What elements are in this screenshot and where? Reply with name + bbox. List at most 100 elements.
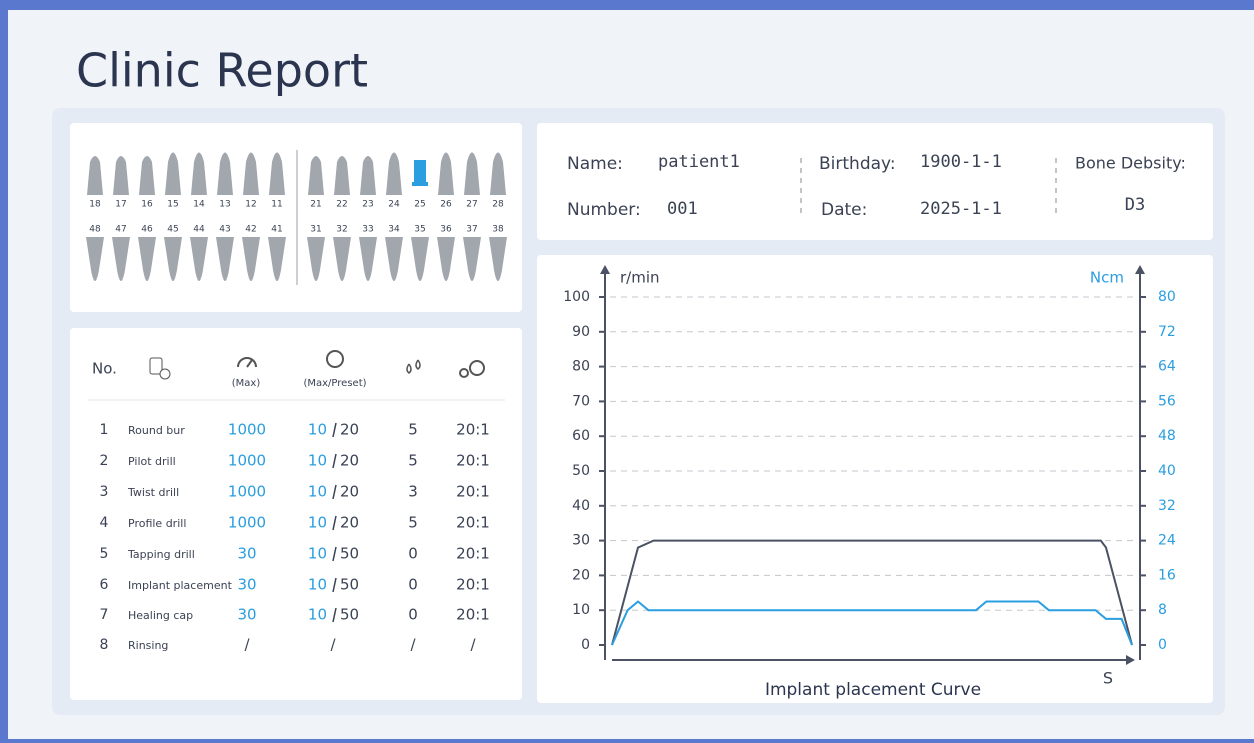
tooth-number: 26: [440, 200, 452, 210]
row-torque-max: 10: [308, 576, 327, 594]
y-tick-label: 80: [572, 359, 590, 375]
implant-base: [412, 182, 428, 186]
screen: Clinic Report Name: patient1 Number: 001…: [0, 0, 1254, 739]
tooth-number: 31: [310, 225, 321, 235]
tooth-number: 36: [440, 225, 452, 235]
tooth-number: 42: [245, 225, 256, 235]
row-speed: 1000: [228, 421, 266, 439]
row-torque-max: 10: [308, 545, 327, 563]
y2-tick-label: 80: [1158, 289, 1176, 305]
tooth-number: 35: [414, 225, 425, 235]
row-name: Profile drill: [128, 517, 186, 530]
value: D3: [1125, 195, 1145, 215]
tooth-number: 24: [388, 200, 400, 210]
row-ratio: 20:1: [456, 576, 490, 594]
y-axis-label: r/min: [620, 269, 660, 287]
chart-title: Implant placement Curve: [765, 680, 981, 700]
row-no: 1: [100, 422, 109, 438]
y-tick-label: 20: [572, 567, 590, 583]
page-title: Clinic Report: [76, 44, 368, 98]
row-name: Tapping drill: [127, 548, 195, 561]
tooth-number: 43: [219, 225, 230, 235]
label: Name:: [567, 154, 623, 174]
row-torque-preset: 20: [340, 421, 359, 439]
tooth-number: 32: [336, 225, 347, 235]
tooth-number: 37: [466, 225, 477, 235]
y2-tick-label: 48: [1158, 428, 1176, 444]
row-no: 5: [100, 546, 109, 562]
implant: [414, 160, 426, 182]
value: 2025-1-1: [920, 199, 1002, 219]
y-tick-label: 100: [563, 289, 590, 305]
row-water: 3: [408, 483, 418, 501]
row-speed: 30: [237, 545, 256, 563]
row-torque-max: 10: [308, 483, 327, 501]
y2-tick-label: 8: [1158, 602, 1167, 618]
row-speed: 1000: [228, 452, 266, 470]
y2-tick-label: 16: [1158, 567, 1176, 583]
tooth-number: 18: [89, 200, 101, 210]
tooth-number: 21: [310, 200, 321, 210]
row-ratio: 20:1: [456, 421, 490, 439]
tooth-number: 23: [362, 200, 373, 210]
header: (Max/Preset): [303, 378, 366, 389]
label: Date:: [821, 200, 867, 220]
tooth-number: 28: [492, 200, 504, 210]
row-torque-preset: 50: [340, 545, 359, 563]
label: Number:: [567, 200, 641, 220]
y2-tick-label: 56: [1158, 393, 1176, 409]
row-water: 5: [408, 452, 418, 470]
row-torque-preset: 20: [340, 483, 359, 501]
row-torque-preset: 50: [340, 606, 359, 624]
value: 001: [667, 199, 698, 219]
row-ratio: 20:1: [456, 545, 490, 563]
y2-tick-label: 24: [1158, 533, 1176, 549]
row-speed: 30: [237, 576, 256, 594]
value: patient1: [658, 152, 740, 172]
row-name: Round bur: [128, 424, 185, 437]
y2-tick-label: 72: [1158, 324, 1176, 340]
row-no: 6: [100, 577, 109, 593]
row-name: Twist drill: [127, 486, 179, 499]
tooth-number: 48: [89, 225, 101, 235]
row-torque-preset: 20: [340, 514, 359, 532]
tooth-number: 27: [466, 200, 477, 210]
y-tick-label: 60: [572, 428, 590, 444]
y2-tick-label: 32: [1158, 498, 1176, 514]
row-torque-preset: 50: [340, 576, 359, 594]
row-speed: 30: [237, 606, 256, 624]
y-tick-label: 90: [572, 324, 590, 340]
label: Bone Debsity:: [1075, 154, 1186, 173]
tooth-number: 17: [115, 200, 126, 210]
tooth-number: 34: [388, 225, 400, 235]
row-name: Healing cap: [128, 609, 193, 622]
row-name: Pilot drill: [128, 455, 176, 468]
y2-axis-label: Ncm: [1090, 269, 1124, 287]
row-water: 5: [408, 514, 418, 532]
tooth-number: 38: [492, 225, 504, 235]
y2-tick-label: 0: [1158, 637, 1167, 653]
tooth-number: 15: [167, 200, 178, 210]
y-tick-label: 40: [572, 498, 590, 514]
row-no: 8: [100, 637, 109, 653]
tooth-number: 12: [245, 200, 256, 210]
row-water: 0: [408, 606, 418, 624]
y-tick-label: 50: [572, 463, 590, 479]
row-speed: 1000: [228, 514, 266, 532]
tooth-number: 25: [414, 200, 425, 210]
value: 1900-1-1: [920, 152, 1002, 172]
row-no: 2: [100, 453, 109, 469]
patient-card: [537, 123, 1213, 240]
y2-tick-label: 64: [1158, 359, 1176, 375]
row-water: 5: [408, 421, 418, 439]
row-torque-max: 10: [308, 452, 327, 470]
row-ratio: 20:1: [456, 483, 490, 501]
tooth-number: 13: [219, 200, 230, 210]
y-tick-label: 70: [572, 393, 590, 409]
row-water: 0: [408, 576, 418, 594]
tooth-number: 47: [115, 225, 126, 235]
row-name: Implant placement: [128, 579, 233, 592]
y2-tick-label: 40: [1158, 463, 1176, 479]
row-speed: 1000: [228, 483, 266, 501]
row-torque-max: 10: [308, 606, 327, 624]
